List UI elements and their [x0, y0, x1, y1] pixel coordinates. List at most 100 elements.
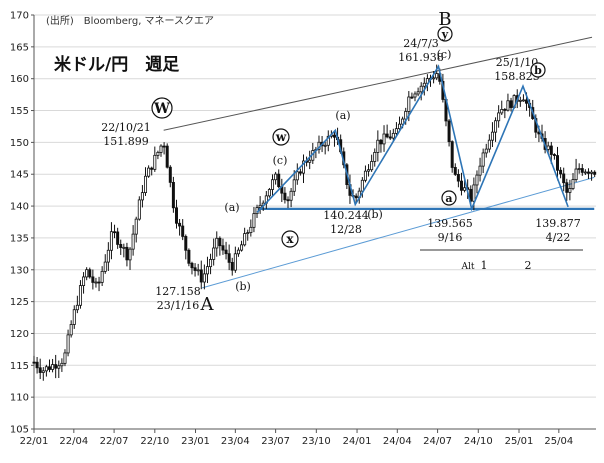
x-tick-label: 24/07: [423, 436, 452, 447]
candle-body: [410, 96, 414, 99]
candle-body: [435, 73, 439, 79]
candle-body: [506, 100, 510, 111]
y-tick-label: 120: [10, 329, 29, 340]
candle-body: [212, 247, 216, 260]
candle-body: [75, 304, 79, 311]
wave-y-marker-circle: [437, 26, 453, 42]
candle-body: [221, 245, 225, 251]
candle-body: [559, 169, 563, 175]
candle-body: [419, 85, 423, 93]
candle-body: [292, 179, 296, 192]
candle-body: [590, 171, 594, 174]
candle-body: [193, 267, 197, 271]
candle-body: [404, 111, 408, 120]
y-tick-label: 130: [10, 265, 29, 276]
candle-body: [289, 190, 293, 201]
right-top-date: 25/1/10: [496, 56, 538, 69]
candle-body: [274, 173, 278, 181]
wave-b-letter: B: [438, 9, 451, 30]
candle-body: [159, 145, 163, 153]
candle-body: [549, 145, 553, 155]
candle-body: [394, 128, 398, 134]
candle-body: [128, 248, 132, 261]
candle-body: [32, 361, 36, 364]
y-gridlines: [34, 14, 596, 430]
candle-body: [187, 249, 191, 264]
candle-body: [379, 139, 383, 145]
candle-body: [91, 276, 95, 283]
wave-c-label: (c): [273, 154, 288, 167]
x-tick-label: 25/01: [505, 436, 534, 447]
wave-y-marker-text: y: [441, 28, 449, 41]
x-tick-label: 23/10: [302, 436, 331, 447]
b-top-c-label: (c): [437, 48, 452, 61]
wave-a-marker-text: a: [445, 192, 452, 205]
candle-body: [373, 152, 377, 162]
y-tick-label: 170: [10, 11, 29, 22]
candle-body: [147, 167, 151, 177]
candle-body: [66, 334, 70, 354]
candle-body: [243, 233, 247, 246]
wave-small-w-marker-text: w: [275, 130, 287, 144]
candle-body: [354, 195, 358, 199]
x-tick-label: 22/04: [59, 436, 88, 447]
y-tick-label: 140: [10, 202, 29, 213]
x-axis-ticks: 22/01 22/04 22/07 22/10 23/01 23/04 23/07 23/10…: [20, 428, 596, 447]
candle-body: [577, 168, 581, 170]
candle-body: [181, 225, 185, 237]
candle-body: [205, 266, 209, 275]
candle-body: [156, 151, 160, 156]
y-tick-label: 150: [10, 138, 29, 149]
wave-w-marker-text: W: [153, 101, 170, 117]
y-tick-label: 135: [10, 233, 29, 244]
candle-body: [580, 168, 584, 173]
candle-body: [422, 82, 426, 87]
candle-body: [252, 213, 256, 228]
candle-body: [500, 109, 504, 114]
candle-body: [463, 187, 467, 191]
candle-body: [518, 99, 522, 102]
candle-body: [97, 281, 101, 284]
wave-a-letter: A: [200, 294, 215, 315]
candle-body: [85, 269, 89, 278]
wave-lines: [256, 64, 569, 213]
candle-body: [202, 273, 206, 283]
candle-body: [35, 361, 39, 369]
candle-body: [69, 324, 73, 336]
candle-body: [134, 218, 138, 235]
candle-body: [162, 145, 166, 148]
candle-body: [593, 171, 597, 175]
candle-body: [363, 170, 367, 181]
candle-body: [370, 161, 374, 171]
candle-body: [153, 154, 157, 170]
candle-body: [240, 244, 244, 251]
candle-body: [521, 99, 525, 102]
wave-small-x-marker-circle: [281, 230, 299, 248]
alt-label: Alt: [461, 262, 475, 272]
candle-body: [82, 276, 86, 286]
candle-body: [137, 199, 141, 220]
candle-body: [38, 367, 42, 373]
candle-body: [481, 152, 485, 167]
candle-body: [323, 144, 327, 147]
candle-body: [60, 362, 64, 367]
candle-body: [227, 253, 231, 263]
candle-body: [475, 174, 479, 186]
trend-lines: [163, 36, 595, 289]
candle-body: [165, 145, 169, 168]
candle-body: [326, 135, 330, 146]
candle-body: [271, 179, 275, 190]
candle-body: [218, 237, 222, 247]
alt-two-label: 2: [525, 259, 532, 272]
candle-body: [583, 171, 587, 174]
candle-body: [196, 269, 200, 272]
right-top-value: 158.825: [494, 70, 540, 83]
candle-body: [215, 237, 219, 249]
wave-small-x-marker-text: x: [286, 232, 294, 246]
candle-body: [113, 231, 117, 234]
candle-body: [144, 175, 148, 194]
candle-body: [246, 232, 250, 234]
candle-body: [472, 184, 476, 202]
candle-body: [283, 192, 287, 201]
